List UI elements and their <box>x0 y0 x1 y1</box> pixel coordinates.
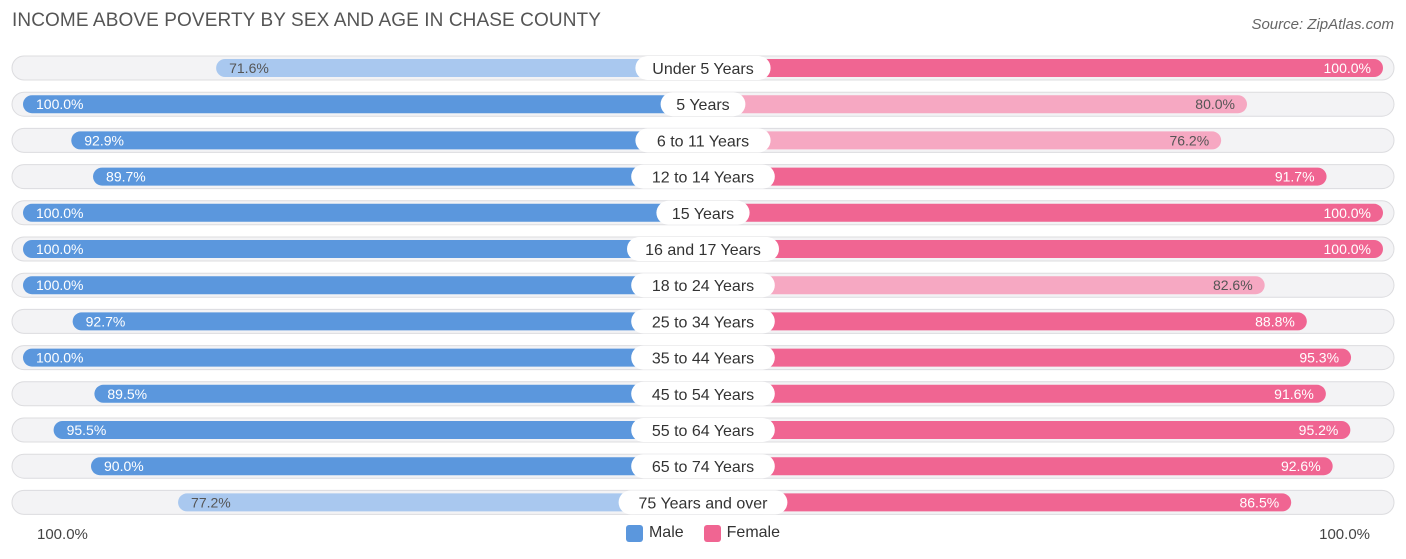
value-label-female-under-5-years: 100.0% <box>1324 60 1371 76</box>
value-label-female-18-to-24-years: 82.6% <box>1213 277 1253 293</box>
bar-female-12-to-14-years <box>703 167 1327 186</box>
bar-female-18-to-24-years <box>703 276 1265 295</box>
category-label-45-to-54-years: 45 to 54 Years <box>652 387 754 404</box>
value-label-male-25-to-34-years: 92.7% <box>86 313 126 329</box>
bar-female-25-to-34-years <box>703 312 1307 331</box>
legend-swatch-female <box>703 524 721 542</box>
bar-male-15-years <box>23 203 703 222</box>
legend-swatch-male <box>625 524 643 542</box>
value-label-male-12-to-14-years: 89.7% <box>106 169 146 185</box>
value-label-male-75-years-and-over: 77.2% <box>191 494 231 510</box>
category-pill-45-to-54-years <box>631 381 775 406</box>
category-pill-18-to-24-years <box>631 273 775 298</box>
category-label-55-to-64-years: 55 to 64 Years <box>652 423 754 440</box>
category-label-15-years: 15 Years <box>672 206 734 223</box>
bar-male-5-years <box>23 95 703 114</box>
bar-male-75-years-and-over <box>178 493 704 512</box>
value-label-male-16-and-17-years: 100.0% <box>36 241 83 257</box>
value-label-female-35-to-44-years: 95.3% <box>1299 350 1339 366</box>
bar-female-5-years <box>703 95 1247 114</box>
category-pill-25-to-34-years <box>631 309 775 334</box>
bar-female-6-to-11-years <box>703 131 1222 150</box>
bar-male-6-to-11-years <box>71 131 703 150</box>
category-pill-15-years <box>656 200 750 225</box>
bar-male-18-to-24-years <box>23 276 703 295</box>
right-axis-label: 100.0% <box>1319 526 1370 543</box>
value-label-male-6-to-11-years: 92.9% <box>84 132 124 148</box>
category-pill-35-to-44-years <box>631 345 775 370</box>
value-label-male-5-years: 100.0% <box>36 96 83 112</box>
value-label-male-45-to-54-years: 89.5% <box>107 386 147 402</box>
value-label-female-6-to-11-years: 76.2% <box>1169 132 1209 148</box>
left-axis-label: 100.0% <box>37 526 88 543</box>
category-pill-55-to-64-years <box>631 418 775 442</box>
bar-female-15-years <box>703 203 1383 222</box>
value-label-male-15-years: 100.0% <box>36 205 83 221</box>
value-label-male-65-to-74-years: 90.0% <box>104 458 144 474</box>
value-label-male-35-to-44-years: 100.0% <box>36 350 83 366</box>
bar-male-25-to-34-years <box>72 312 703 331</box>
category-label-under-5-years: Under 5 Years <box>652 61 753 78</box>
category-label-18-to-24-years: 18 to 24 Years <box>652 278 754 295</box>
bar-female-45-to-54-years <box>703 384 1326 403</box>
category-label-25-to-34-years: 25 to 34 Years <box>652 314 754 331</box>
value-label-male-under-5-years: 71.6% <box>229 60 269 76</box>
category-label-35-to-44-years: 35 to 44 Years <box>652 351 754 368</box>
category-label-5-years: 5 Years <box>676 97 729 114</box>
category-pill-75-years-and-over <box>618 490 788 515</box>
bar-male-65-to-74-years <box>91 457 703 476</box>
value-label-female-15-years: 100.0% <box>1324 205 1371 221</box>
value-label-female-65-to-74-years: 92.6% <box>1281 458 1321 474</box>
bar-female-75-years-and-over <box>703 493 1292 512</box>
category-label-75-years-and-over: 75 Years and over <box>639 495 769 512</box>
chart-title: INCOME ABOVE POVERTY BY SEX AND AGE IN C… <box>12 10 601 31</box>
bar-male-12-to-14-years <box>93 167 704 186</box>
legend-item-female: Female <box>703 524 781 542</box>
bar-female-under-5-years <box>703 59 1383 77</box>
value-label-female-55-to-64-years: 95.2% <box>1299 422 1339 438</box>
bar-female-65-to-74-years <box>703 457 1333 476</box>
category-pill-6-to-11-years <box>635 128 771 153</box>
bar-male-under-5-years <box>216 59 703 77</box>
category-pill-under-5-years <box>635 56 771 80</box>
legend-item-male: Male <box>625 524 684 542</box>
category-label-12-to-14-years: 12 to 14 Years <box>652 170 754 187</box>
legend-label-female: Female <box>726 524 781 541</box>
value-label-female-75-years-and-over: 86.5% <box>1239 494 1279 510</box>
bar-male-55-to-64-years <box>53 421 704 439</box>
category-label-65-to-74-years: 65 to 74 Years <box>652 459 754 476</box>
bar-female-16-and-17-years <box>703 240 1383 258</box>
category-pill-16-and-17-years <box>627 237 779 261</box>
legend: Male Female <box>0 524 1406 542</box>
bar-male-16-and-17-years <box>23 240 703 258</box>
value-label-female-5-years: 80.0% <box>1195 96 1235 112</box>
value-label-female-45-to-54-years: 91.6% <box>1274 386 1314 402</box>
legend-label-male: Male <box>648 524 684 541</box>
diverging-bar-chart: 71.6% 100.0% Under 5 Years 100.0% 80.0% 5 Yea… <box>11 55 1395 515</box>
category-pill-65-to-74-years <box>631 454 775 479</box>
category-pill-5-years <box>660 92 746 117</box>
value-label-female-12-to-14-years: 91.7% <box>1275 169 1315 185</box>
chart-source: Source: ZipAtlas.com <box>1251 16 1394 33</box>
value-label-male-18-to-24-years: 100.0% <box>36 277 83 293</box>
bar-female-35-to-44-years <box>703 348 1352 367</box>
value-label-female-25-to-34-years: 88.8% <box>1255 313 1295 329</box>
bar-female-55-to-64-years <box>703 421 1351 439</box>
category-label-6-to-11-years: 6 to 11 Years <box>657 133 749 150</box>
bar-male-35-to-44-years <box>23 348 703 367</box>
value-label-female-16-and-17-years: 100.0% <box>1324 241 1371 257</box>
category-pill-12-to-14-years <box>631 164 775 189</box>
value-label-male-55-to-64-years: 95.5% <box>67 422 107 438</box>
bar-male-45-to-54-years <box>94 384 703 403</box>
category-label-16-and-17-years: 16 and 17 Years <box>645 242 761 259</box>
